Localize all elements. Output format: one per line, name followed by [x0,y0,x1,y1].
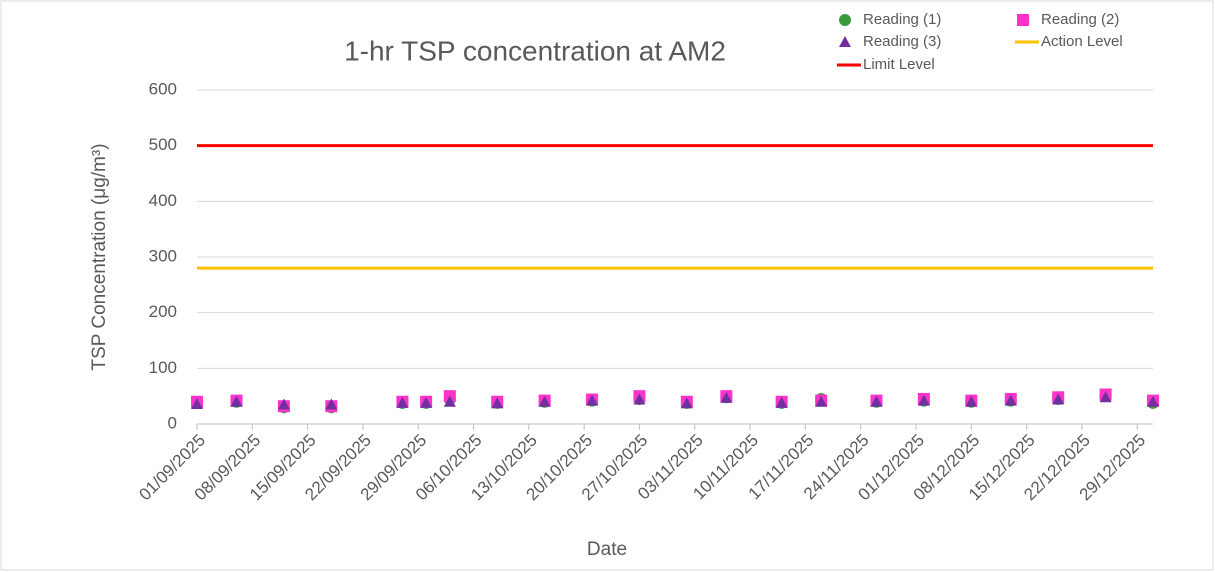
legend-marker [839,36,851,47]
point [396,396,409,408]
y-tick-label: 100 [149,358,177,377]
point [325,398,338,410]
point [1004,394,1017,406]
y-tick-label: 200 [149,302,177,321]
point [491,397,504,409]
point [420,396,433,408]
point [538,395,551,407]
point [775,396,788,408]
y-tick-label: 400 [149,191,177,210]
point [586,394,599,406]
y-tick-label: 500 [149,135,177,154]
point [443,395,456,407]
point [965,395,978,407]
point [870,395,883,407]
point [1099,391,1112,403]
point [230,395,243,407]
y-tick-label: 0 [168,413,177,432]
legend-label: Reading (1) [863,11,941,28]
y-tick-label: 600 [149,79,177,98]
legend-label: Action Level [1041,33,1123,50]
point [680,397,693,409]
point [633,393,646,405]
legend-marker [1017,14,1029,26]
legend-label: Limit Level [863,56,935,73]
point [815,395,828,407]
legend-marker [839,14,851,26]
y-tick-label: 300 [149,246,177,265]
x-axis-label: Date [587,539,627,560]
chart-title: 1-hr TSP concentration at AM2 [344,35,726,66]
legend-label: Reading (3) [863,33,941,50]
legend-label: Reading (2) [1041,11,1119,28]
point [277,398,290,410]
y-axis-label: TSP Concentration (μg/m³) [89,143,110,370]
point [917,394,930,406]
point [1147,395,1159,407]
point [720,391,733,403]
point [191,397,203,409]
point [1052,393,1065,405]
